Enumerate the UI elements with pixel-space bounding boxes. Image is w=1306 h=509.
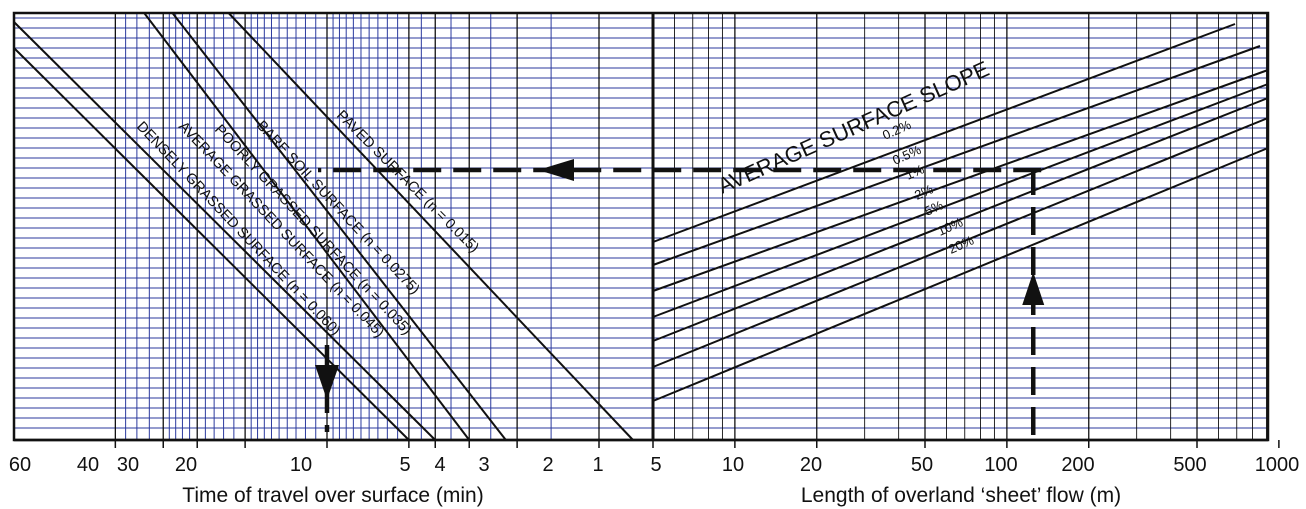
surface-type-lines	[13, 12, 634, 441]
chart-frame	[12, 11, 1280, 448]
left-x-axis-label: Time of travel over surface (min)	[182, 484, 483, 507]
right-tick-label: 20	[800, 454, 822, 476]
slope-line	[652, 147, 1269, 402]
slope-line	[652, 45, 1261, 266]
right-tick-label: 200	[1061, 454, 1094, 476]
surface-line	[13, 21, 436, 441]
right-tick-label: 100	[984, 454, 1017, 476]
arrow-down-head	[315, 365, 339, 400]
left-tick-label: 5	[399, 454, 410, 476]
surface-line	[171, 12, 507, 441]
right-tick-label: 500	[1173, 454, 1206, 476]
slope-line-label: 2%	[912, 181, 936, 203]
left-tick-label: 10	[290, 454, 312, 476]
left-tick-label: 4	[434, 454, 445, 476]
slope-line	[652, 83, 1269, 318]
arrow-up-head	[1022, 272, 1045, 305]
left-tick-label: 40	[77, 454, 99, 476]
example-path	[315, 159, 1045, 435]
left-x-ticks: 60 40 30 20 10 5 4 3 2 1	[9, 454, 604, 476]
left-tick-label: 1	[592, 454, 603, 476]
left-tick-label: 2	[542, 454, 553, 476]
slope-line	[652, 97, 1269, 342]
right-tick-label: 1000	[1255, 454, 1300, 476]
surface-line	[227, 12, 634, 441]
slope-line	[652, 69, 1269, 292]
surface-slope-lines	[652, 23, 1269, 402]
left-tick-label: 30	[117, 454, 139, 476]
left-tick-label: 60	[9, 454, 31, 476]
left-tick-label: 3	[478, 454, 489, 476]
right-x-axis-label: Length of overland ‘sheet’ flow (m)	[801, 484, 1121, 507]
surface-line	[13, 47, 410, 441]
arrow-left-head	[538, 159, 574, 181]
right-tick-label: 50	[911, 454, 933, 476]
slope-line-label: 5%	[922, 197, 946, 219]
left-tick-label: 20	[175, 454, 197, 476]
right-tick-label: 10	[722, 454, 744, 476]
slope-line	[652, 117, 1269, 368]
right-x-ticks: 5 10 20 50 100 200 500 1000	[650, 454, 1299, 476]
left-panel-grid	[14, 13, 653, 440]
right-tick-label: 5	[650, 454, 661, 476]
slope-line-label: 1%	[903, 161, 927, 183]
surface-line	[143, 12, 471, 441]
slope-line	[652, 23, 1236, 243]
